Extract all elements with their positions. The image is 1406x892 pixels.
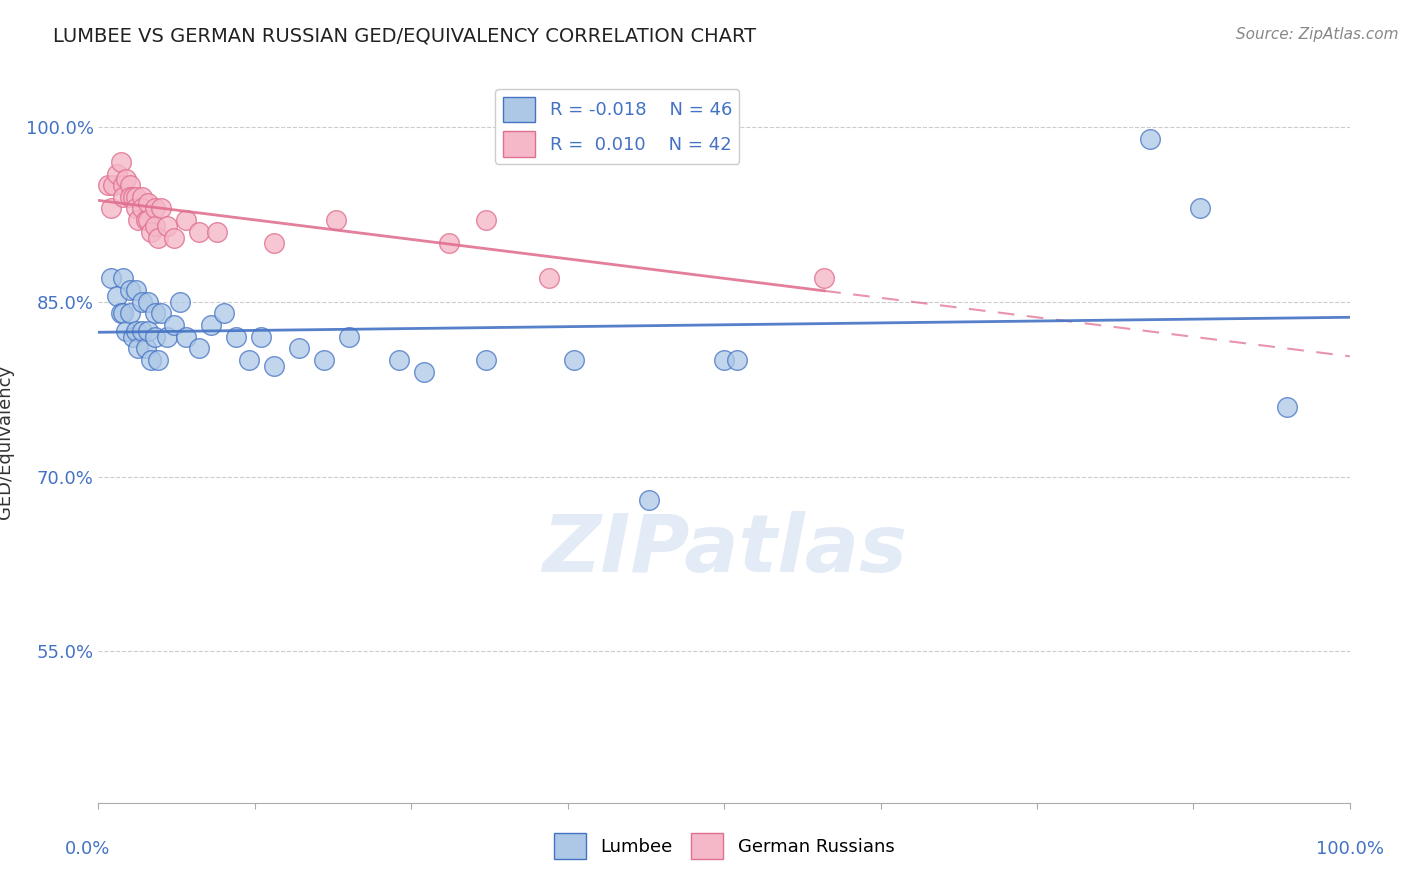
- Point: [162, 230, 184, 244]
- Point: [138, 213, 160, 227]
- Y-axis label: GED/Equivalency: GED/Equivalency: [0, 365, 14, 518]
- Point: [125, 202, 148, 216]
- Point: [125, 190, 148, 204]
- Point: [143, 219, 166, 233]
- Point: [131, 202, 153, 216]
- Text: 100.0%: 100.0%: [1316, 840, 1384, 858]
- Point: [125, 324, 148, 338]
- Point: [112, 306, 135, 320]
- Point: [156, 219, 179, 233]
- Point: [110, 154, 132, 169]
- Point: [174, 213, 197, 227]
- Point: [112, 178, 135, 193]
- Point: [725, 353, 748, 368]
- Point: [312, 353, 335, 368]
- Point: [131, 190, 153, 204]
- Point: [1188, 202, 1211, 216]
- Point: [112, 190, 135, 204]
- Point: [118, 190, 141, 204]
- Point: [238, 353, 260, 368]
- Text: ZIPatlas: ZIPatlas: [541, 511, 907, 589]
- Point: [138, 195, 160, 210]
- Point: [475, 213, 498, 227]
- Point: [148, 353, 170, 368]
- Legend: Lumbee, German Russians: Lumbee, German Russians: [547, 826, 901, 866]
- Point: [138, 294, 160, 309]
- Point: [100, 271, 122, 285]
- Point: [713, 353, 735, 368]
- Point: [537, 271, 560, 285]
- Point: [122, 190, 145, 204]
- Text: 0.0%: 0.0%: [65, 840, 110, 858]
- Point: [250, 329, 273, 343]
- Point: [263, 236, 285, 251]
- Point: [287, 341, 309, 355]
- Point: [127, 341, 149, 355]
- Point: [115, 324, 138, 338]
- Point: [337, 329, 360, 343]
- Point: [118, 306, 141, 320]
- Point: [150, 306, 173, 320]
- Text: Source: ZipAtlas.com: Source: ZipAtlas.com: [1236, 27, 1399, 42]
- Point: [105, 289, 128, 303]
- Point: [638, 492, 661, 507]
- Point: [162, 318, 184, 332]
- Text: LUMBEE VS GERMAN RUSSIAN GED/EQUIVALENCY CORRELATION CHART: LUMBEE VS GERMAN RUSSIAN GED/EQUIVALENCY…: [53, 27, 756, 45]
- Point: [115, 172, 138, 186]
- Point: [187, 225, 209, 239]
- Point: [263, 359, 285, 373]
- Point: [143, 306, 166, 320]
- Point: [110, 306, 132, 320]
- Point: [100, 202, 122, 216]
- Point: [225, 329, 247, 343]
- Point: [97, 178, 120, 193]
- Point: [138, 324, 160, 338]
- Point: [118, 178, 141, 193]
- Point: [112, 271, 135, 285]
- Point: [139, 353, 162, 368]
- Point: [200, 318, 222, 332]
- Point: [813, 271, 835, 285]
- Point: [131, 294, 153, 309]
- Point: [325, 213, 347, 227]
- Point: [437, 236, 460, 251]
- Point: [174, 329, 197, 343]
- Point: [212, 306, 235, 320]
- Point: [118, 283, 141, 297]
- Point: [388, 353, 411, 368]
- Point: [187, 341, 209, 355]
- Point: [139, 225, 162, 239]
- Point: [475, 353, 498, 368]
- Point: [207, 225, 229, 239]
- Point: [562, 353, 585, 368]
- Point: [135, 213, 157, 227]
- Point: [148, 230, 170, 244]
- Point: [125, 283, 148, 297]
- Point: [1139, 131, 1161, 145]
- Point: [103, 178, 125, 193]
- Point: [412, 365, 434, 379]
- Point: [135, 341, 157, 355]
- Point: [127, 213, 149, 227]
- Point: [131, 324, 153, 338]
- Point: [150, 202, 173, 216]
- Point: [105, 167, 128, 181]
- Point: [156, 329, 179, 343]
- Point: [122, 329, 145, 343]
- Point: [1277, 400, 1299, 414]
- Point: [143, 329, 166, 343]
- Point: [169, 294, 191, 309]
- Point: [143, 202, 166, 216]
